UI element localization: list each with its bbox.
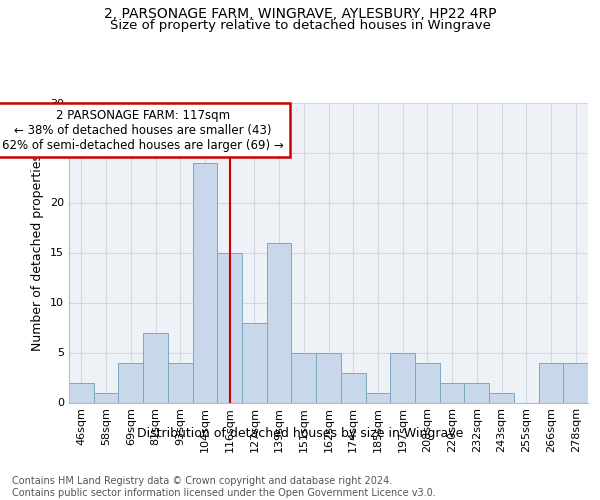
Text: 2, PARSONAGE FARM, WINGRAVE, AYLESBURY, HP22 4RP: 2, PARSONAGE FARM, WINGRAVE, AYLESBURY, … <box>104 8 496 22</box>
Bar <box>69 382 94 402</box>
Bar <box>563 362 588 403</box>
Bar <box>143 332 168 402</box>
Y-axis label: Number of detached properties: Number of detached properties <box>31 154 44 351</box>
Bar <box>365 392 390 402</box>
Text: Contains HM Land Registry data © Crown copyright and database right 2024.
Contai: Contains HM Land Registry data © Crown c… <box>12 476 436 498</box>
Bar <box>118 362 143 403</box>
Bar <box>292 352 316 403</box>
Bar <box>217 252 242 402</box>
Bar <box>242 322 267 402</box>
Bar <box>94 392 118 402</box>
Bar <box>464 382 489 402</box>
Bar <box>440 382 464 402</box>
Bar <box>316 352 341 403</box>
Bar <box>341 372 365 402</box>
Bar <box>390 352 415 403</box>
Text: Size of property relative to detached houses in Wingrave: Size of property relative to detached ho… <box>110 19 490 32</box>
Bar <box>193 162 217 402</box>
Bar <box>489 392 514 402</box>
Text: Distribution of detached houses by size in Wingrave: Distribution of detached houses by size … <box>137 428 463 440</box>
Bar <box>415 362 440 403</box>
Bar <box>539 362 563 403</box>
Bar <box>267 242 292 402</box>
Bar <box>168 362 193 403</box>
Text: 2 PARSONAGE FARM: 117sqm
← 38% of detached houses are smaller (43)
62% of semi-d: 2 PARSONAGE FARM: 117sqm ← 38% of detach… <box>2 108 284 152</box>
